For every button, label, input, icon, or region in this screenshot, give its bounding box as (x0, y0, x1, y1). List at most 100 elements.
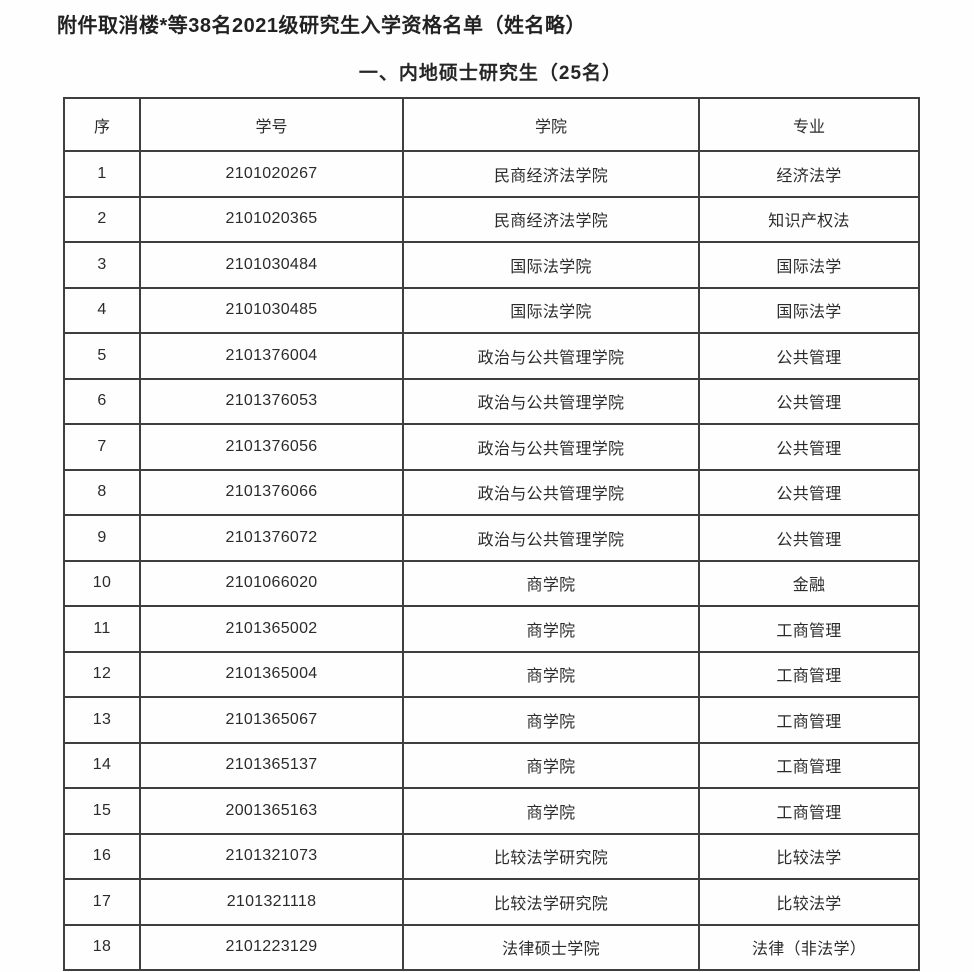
table-cell-college: 国际法学院 (402, 286, 700, 334)
table-cell-student-id: 2101030484 (139, 241, 404, 289)
table-cell-college: 政治与公共管理学院 (402, 332, 700, 380)
table-cell-major: 公共管理 (698, 377, 920, 425)
table-cell-college: 商学院 (402, 559, 700, 607)
table-cell-major: 国际法学 (698, 286, 920, 334)
table-cell-college: 政治与公共管理学院 (402, 377, 700, 425)
table-cell-student-id: 2101376066 (139, 468, 404, 516)
table-cell-student-id: 2101030485 (139, 286, 404, 334)
table-cell-college: 政治与公共管理学院 (402, 514, 700, 562)
table-cell-seq: 16 (63, 832, 141, 880)
table-cell-seq: 8 (63, 468, 141, 516)
table-cell-college: 商学院 (402, 650, 700, 698)
table-row: 12 2101365004 商学院 工商管理 (63, 650, 920, 698)
table-row: 6 2101376053 政治与公共管理学院 公共管理 (63, 377, 920, 425)
table-row: 9 2101376072 政治与公共管理学院 公共管理 (63, 514, 920, 562)
table-cell-student-id: 2001365163 (139, 787, 404, 835)
table-cell-seq: 4 (63, 286, 141, 334)
table-cell-student-id: 2101365067 (139, 696, 404, 744)
table-cell-college: 政治与公共管理学院 (402, 468, 700, 516)
table-cell-college: 商学院 (402, 605, 700, 653)
table-cell-student-id: 2101376053 (139, 377, 404, 425)
table-cell-college: 比较法学研究院 (402, 878, 700, 926)
table-body: 1 2101020267 民商经济法学院 经济法学 2 2101020365 民商经济法学院… (63, 150, 920, 971)
column-header-student-id: 学号 (139, 97, 404, 152)
table-cell-major: 公共管理 (698, 468, 920, 516)
table-cell-major: 比较法学 (698, 832, 920, 880)
section-title: 一、内地硕士研究生（25名） (358, 63, 623, 84)
student-roster-table: 序学号 学院 专业 1 2101020267 民商经济法学院 经济法学 2 210102036… (63, 97, 920, 971)
table-cell-seq: 15 (63, 787, 141, 835)
table-row: 1 2101020267 民商经济法学院 经济法学 (63, 150, 920, 198)
table-cell-student-id: 2101020267 (139, 150, 404, 198)
table-cell-seq: 6 (63, 377, 141, 425)
table-cell-student-id: 2101321118 (139, 878, 404, 926)
table-cell-college: 国际法学院 (402, 241, 700, 289)
table-cell-student-id: 2101376004 (139, 332, 404, 380)
table-row: 10 2101066020 商学院 金融 (63, 559, 920, 607)
table-cell-major: 国际法学 (698, 241, 920, 289)
table-cell-major: 公共管理 (698, 514, 920, 562)
column-header-college: 学院 (402, 97, 700, 152)
table-cell-seq: 18 (63, 923, 141, 971)
table-row: 8 2101376066 政治与公共管理学院 公共管理 (63, 468, 920, 516)
table-cell-college: 民商经济法学院 (402, 195, 700, 243)
table-row: 16 2101321073 比较法学研究院 比较法学 (63, 832, 920, 880)
table-cell-college: 法律硕士学院 (402, 923, 700, 971)
table-cell-college: 比较法学研究院 (402, 832, 700, 880)
table-cell-seq: 1 (63, 150, 141, 198)
table-cell-major: 法律（非法学） (698, 923, 920, 971)
table-cell-student-id: 2101365002 (139, 605, 404, 653)
column-header-seq: 序 (63, 97, 141, 152)
table-cell-major: 经济法学 (698, 150, 920, 198)
table-cell-student-id: 2101223129 (139, 923, 404, 971)
table-cell-major: 公共管理 (698, 332, 920, 380)
table-cell-college: 商学院 (402, 696, 700, 744)
table-row: 15 2001365163 商学院 工商管理 (63, 787, 920, 835)
table-cell-college: 商学院 (402, 741, 700, 789)
table-cell-major: 工商管理 (698, 787, 920, 835)
table-cell-student-id: 2101376056 (139, 423, 404, 471)
table-cell-student-id: 2101376072 (139, 514, 404, 562)
table-row: 2 2101020365 民商经济法学院 知识产权法 (63, 195, 920, 243)
table-row: 5 2101376004 政治与公共管理学院 公共管理 (63, 332, 920, 380)
document-title: 附件取消楼*等38名2021级研究生入学资格名单（姓名略） (57, 15, 587, 37)
table-row: 4 2101030485 国际法学院 国际法学 (63, 286, 920, 334)
table-header: 序学号 学院 专业 (63, 97, 920, 152)
table-row: 3 2101030484 国际法学院 国际法学 (63, 241, 920, 289)
header-row: 序学号 学院 专业 (63, 97, 920, 152)
column-header-major: 专业 (698, 97, 920, 152)
table-cell-student-id: 2101321073 (139, 832, 404, 880)
table-cell-major: 工商管理 (698, 650, 920, 698)
table-cell-seq: 7 (63, 423, 141, 471)
table-cell-college: 政治与公共管理学院 (402, 423, 700, 471)
table-cell-seq: 17 (63, 878, 141, 926)
table-cell-seq: 14 (63, 741, 141, 789)
table-cell-major: 工商管理 (698, 741, 920, 789)
table-row: 13 2101365067 商学院 工商管理 (63, 696, 920, 744)
table-cell-seq: 12 (63, 650, 141, 698)
table-cell-seq: 10 (63, 559, 141, 607)
table-cell-seq: 5 (63, 332, 141, 380)
table-cell-student-id: 2101365137 (139, 741, 404, 789)
table-cell-major: 知识产权法 (698, 195, 920, 243)
table-cell-major: 比较法学 (698, 878, 920, 926)
table-cell-college: 商学院 (402, 787, 700, 835)
table-cell-seq: 9 (63, 514, 141, 562)
table-row: 18 2101223129 法律硕士学院 法律（非法学） (63, 923, 920, 971)
table-cell-major: 工商管理 (698, 605, 920, 653)
table-cell-major: 工商管理 (698, 696, 920, 744)
table-row: 11 2101365002 商学院 工商管理 (63, 605, 920, 653)
table-cell-seq: 2 (63, 195, 141, 243)
table-cell-major: 公共管理 (698, 423, 920, 471)
table-cell-college: 民商经济法学院 (402, 150, 700, 198)
table-row: 14 2101365137 商学院 工商管理 (63, 741, 920, 789)
table-cell-major: 金融 (698, 559, 920, 607)
table-row: 7 2101376056 政治与公共管理学院 公共管理 (63, 423, 920, 471)
table-cell-seq: 3 (63, 241, 141, 289)
table-row: 17 2101321118 比较法学研究院 比较法学 (63, 878, 920, 926)
table-cell-seq: 13 (63, 696, 141, 744)
table-cell-student-id: 2101066020 (139, 559, 404, 607)
table-cell-seq: 11 (63, 605, 141, 653)
table-cell-student-id: 2101020365 (139, 195, 404, 243)
